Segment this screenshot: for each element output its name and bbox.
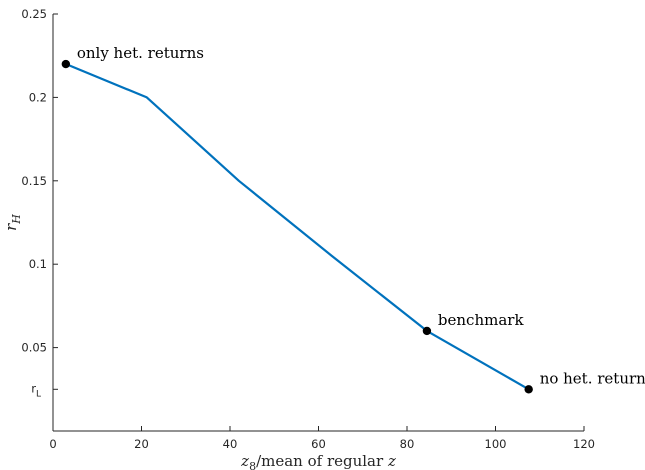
x-tick-label: 20 xyxy=(134,437,149,451)
y-tick-label: 0.15 xyxy=(21,174,47,188)
y-tick-label: 0.2 xyxy=(29,90,47,104)
x-tick-label: 60 xyxy=(311,437,326,451)
y-tick-label-rl: rL xyxy=(31,381,41,399)
data-point-marker xyxy=(524,385,533,394)
data-point-marker xyxy=(422,326,432,336)
annotations: only het. returns benchmark no het. return… xyxy=(77,44,645,387)
plot-area xyxy=(64,62,530,391)
x-tick-label: 80 xyxy=(400,437,415,451)
x-tick-label: 0 xyxy=(49,437,56,451)
y-tick-label: 0.25 xyxy=(21,7,47,21)
y-axis-label: rH xyxy=(2,214,23,231)
data-point-marker xyxy=(61,59,71,69)
series-line-0 xyxy=(64,62,530,391)
data-point-annotation: only het. returns xyxy=(77,44,204,62)
x-tick-label: 100 xyxy=(485,437,507,451)
axes: 0 20 40 60 80 100 120 0.05 0.1 0.15 0.2 0.25 rL z8/me… xyxy=(2,7,595,470)
data-point-annotation: no het. returns xyxy=(540,369,645,387)
y-tick-label: 0.05 xyxy=(21,341,47,355)
y-tick-label: 0.1 xyxy=(29,257,47,271)
data-markers xyxy=(61,59,533,394)
data-point-annotation: benchmark xyxy=(438,311,525,329)
x-tick-label: 40 xyxy=(223,437,238,451)
x-tick-label: 120 xyxy=(573,437,595,451)
x-axis-label: z8/mean of regular z xyxy=(240,452,396,470)
